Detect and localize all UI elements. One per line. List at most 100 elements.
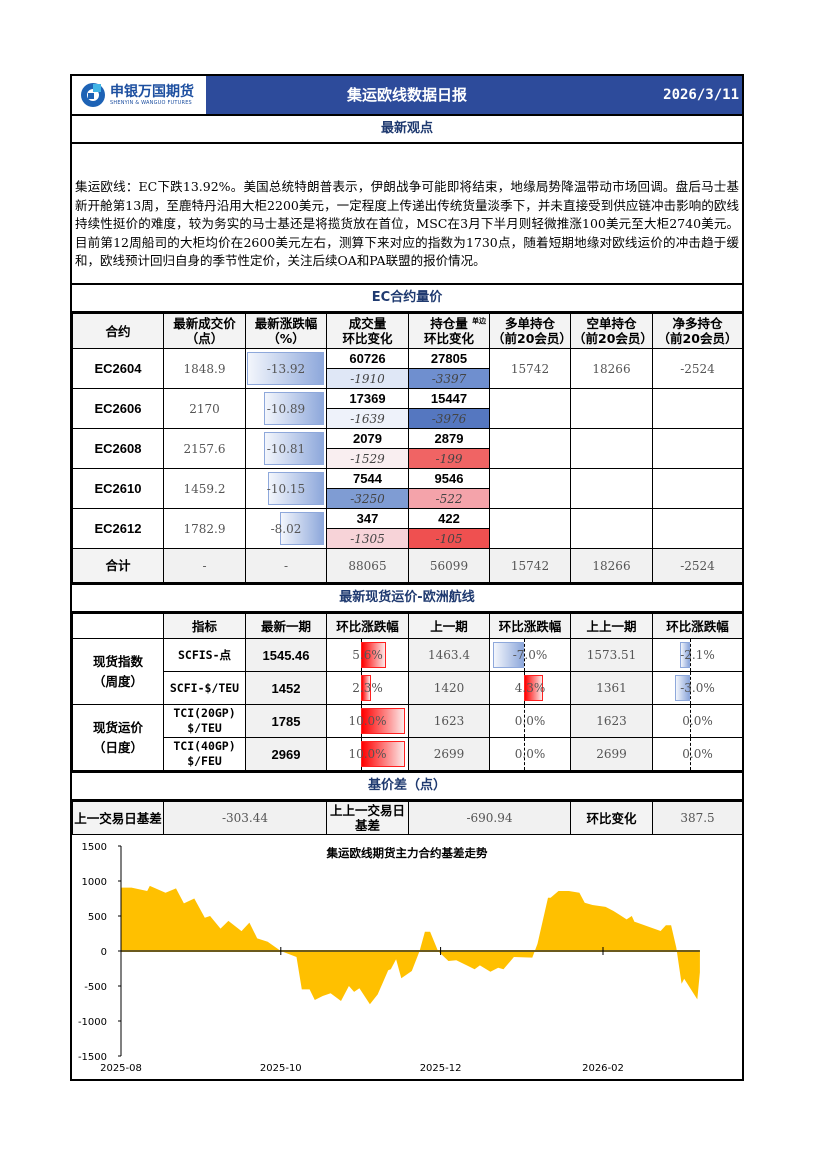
latest-value: 1785 [245, 704, 327, 738]
data-bar-axis [690, 672, 691, 704]
pct-data-bar [264, 432, 324, 465]
oi-change: -105 [408, 528, 490, 549]
ec-header-4: 持仓量 环比变化 单边 [408, 313, 490, 349]
open-interest: 15447 [408, 388, 490, 409]
spot-header-5: 上上一期 [570, 613, 653, 639]
contract-name: EC2610 [72, 468, 164, 509]
period-value: 2699 [570, 737, 653, 771]
ec-row-change: -1529 -199 [73, 448, 743, 469]
oi-change: -522 [408, 488, 490, 509]
oi-change: -199 [408, 448, 490, 469]
logo-icon [81, 83, 105, 107]
change-value: 2.3% [352, 681, 383, 695]
ec-header-3: 成交量 环比变化 [326, 313, 409, 349]
x-tick-label: 2026-02 [582, 1063, 624, 1074]
company-logo: 申银万国期货 SHENYIN & WANGUO FUTURES [72, 76, 206, 114]
ec-total-row: 合计 - -88065 56099 15742 18266 -2524 [72, 548, 743, 583]
pct-change-value: -13.92 [266, 361, 306, 376]
spot-header-row: 指标 最新一期 环比涨跌幅 上一期 环比涨跌幅 上上一期 环比涨跌幅 [72, 613, 743, 639]
indicator-name: SCFI-$/TEU [163, 671, 246, 705]
total-oi: 56099 [408, 548, 490, 583]
open-interest: 422 [408, 508, 490, 529]
section-title-view: 最新观点 [72, 114, 742, 144]
oi-note: 单边 [472, 317, 486, 325]
spot-header-2: 环比涨跌幅 [326, 613, 409, 639]
change-value: -2.1% [680, 648, 715, 662]
spot-header-6: 环比涨跌幅 [652, 613, 743, 639]
ec-header-text: 持仓量 环比变化 [423, 316, 474, 346]
ec-row-change: -1305 -105 [73, 528, 743, 549]
change-cell: 10.0% [326, 704, 409, 738]
ec-header-text: 最新成交价（点） [173, 316, 236, 346]
spot-header-4: 环比涨跌幅 [489, 613, 571, 639]
ec-row-change: -1910 -3397 [73, 368, 743, 389]
data-bar-axis [524, 738, 525, 770]
latest-price: 2170 [163, 388, 246, 429]
pct-data-bar [267, 472, 324, 505]
change-value: 10.0% [348, 714, 387, 728]
ec-header-6: 空单持仓（前20会员） [570, 313, 653, 349]
change-cell: 0.0% [489, 737, 571, 771]
data-bar-axis [690, 738, 691, 770]
total-label: 合计 [72, 548, 164, 583]
basis-last-value: -303.44 [163, 801, 327, 835]
volume: 17369 [326, 388, 409, 409]
total-price: - [163, 548, 246, 583]
y-tick-label: 1500 [82, 842, 107, 853]
change-data-bar [361, 741, 405, 767]
basis-change-value: 387.5 [652, 801, 743, 835]
pct-change-value: -10.81 [266, 441, 306, 456]
short-position: 18266 [570, 348, 653, 389]
total-net: -2524 [652, 548, 743, 583]
spot-group-label: 现货运价（日度） [72, 704, 164, 771]
report-frame: 申银万国期货 SHENYIN & WANGUO FUTURES 集运欧线数据日报… [70, 74, 744, 1081]
basis-prev-value: -690.94 [408, 801, 571, 835]
ec-row-change: -1639 -3976 [73, 408, 743, 429]
y-tick-label: 1000 [82, 877, 107, 888]
pct-change-value: -10.89 [266, 401, 306, 416]
section-title-ec: EC合约量价 [72, 283, 742, 313]
period-value: 1420 [408, 671, 490, 705]
basis-area [121, 885, 700, 1005]
volume-change: -1305 [326, 528, 409, 549]
change-value: 0.0% [514, 747, 546, 761]
pct-data-bar [247, 352, 324, 385]
latest-value: 1545.46 [245, 638, 327, 672]
latest-price: 2157.6 [163, 428, 246, 469]
period-value: 1623 [408, 704, 490, 738]
data-bar-axis [524, 639, 525, 671]
volume: 60726 [326, 348, 409, 369]
change-cell: -7.0% [489, 638, 571, 672]
pct-change-cell: -10.81 [245, 428, 327, 469]
y-tick-label: -500 [84, 982, 107, 993]
change-cell: 2.3% [326, 671, 409, 705]
contract-name: EC2604 [72, 348, 164, 389]
change-value: 0.0% [682, 747, 713, 761]
total-pct: - [245, 548, 327, 583]
pct-data-bar [263, 392, 324, 425]
change-data-bar [361, 708, 405, 734]
contract-name: EC2612 [72, 508, 164, 549]
net-position [652, 428, 743, 469]
period-value: 1361 [570, 671, 653, 705]
data-bar-axis [690, 639, 691, 671]
ec-row: EC2612 1782.9 -8.02 347 422 [72, 508, 743, 549]
volume: 2079 [326, 428, 409, 449]
volume: 347 [326, 508, 409, 529]
y-tick-label: -1500 [78, 1052, 107, 1063]
ec-row: EC2610 1459.2 -10.15 7544 9546 [72, 468, 743, 509]
change-cell: 0.0% [489, 704, 571, 738]
data-bar-axis [524, 705, 525, 737]
change-cell: 10.0% [326, 737, 409, 771]
logo-text: 申银万国期货 [110, 83, 194, 100]
section-title-spot: 最新现货运价-欧洲航线 [72, 583, 742, 613]
total-long: 15742 [489, 548, 571, 583]
open-interest: 2879 [408, 428, 490, 449]
data-bar-axis [690, 705, 691, 737]
ec-header-7: 净多持仓（前20会员） [652, 313, 743, 349]
long-position [489, 388, 571, 429]
spot-header-blank [72, 613, 164, 639]
basis-last-label: 上一交易日基差 [72, 801, 164, 835]
ec-header-1: 最新成交价（点） [163, 313, 246, 349]
ec-header-row: 合约 最新成交价（点） 最新涨跌幅（%） 成交量 环比变化 持仓量 环比变化 单边 多单持仓… [72, 313, 743, 349]
